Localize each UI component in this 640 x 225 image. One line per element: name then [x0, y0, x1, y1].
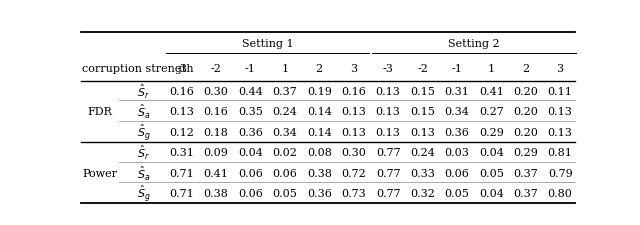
Text: 0.24: 0.24: [410, 148, 435, 158]
Text: 0.38: 0.38: [307, 169, 332, 179]
Text: 0.13: 0.13: [376, 87, 401, 97]
Text: 0.09: 0.09: [204, 148, 228, 158]
Text: 0.41: 0.41: [479, 87, 504, 97]
Text: 0.13: 0.13: [548, 128, 573, 138]
Text: 0.80: 0.80: [548, 189, 573, 199]
Text: 0.04: 0.04: [479, 148, 504, 158]
Text: Setting 1: Setting 1: [242, 39, 293, 49]
Text: $\hat{S}_r$: $\hat{S}_r$: [138, 83, 150, 101]
Text: 0.44: 0.44: [238, 87, 263, 97]
Text: 0.36: 0.36: [307, 189, 332, 199]
Text: 0.38: 0.38: [204, 189, 228, 199]
Text: 0.15: 0.15: [410, 107, 435, 117]
Text: 0.30: 0.30: [341, 148, 366, 158]
Text: 0.81: 0.81: [548, 148, 573, 158]
Text: 0.16: 0.16: [341, 87, 366, 97]
Text: Setting 2: Setting 2: [448, 39, 500, 49]
Text: 0.20: 0.20: [513, 128, 538, 138]
Text: $\hat{S}_a$: $\hat{S}_a$: [137, 103, 150, 121]
Text: 0.34: 0.34: [273, 128, 297, 138]
Text: 0.32: 0.32: [410, 189, 435, 199]
Text: 0.12: 0.12: [169, 128, 194, 138]
Text: 0.35: 0.35: [238, 107, 263, 117]
Text: -2: -2: [211, 64, 221, 74]
Text: -1: -1: [451, 64, 462, 74]
Text: 0.13: 0.13: [341, 128, 366, 138]
Text: -3: -3: [176, 64, 187, 74]
Text: 0.13: 0.13: [548, 107, 573, 117]
Text: 0.06: 0.06: [238, 189, 263, 199]
Text: 1: 1: [281, 64, 289, 74]
Text: 0.20: 0.20: [513, 87, 538, 97]
Text: 0.13: 0.13: [376, 128, 401, 138]
Text: 0.06: 0.06: [238, 169, 263, 179]
Text: 0.14: 0.14: [307, 107, 332, 117]
Text: $\hat{S}_g$: $\hat{S}_g$: [137, 122, 150, 143]
Text: 0.13: 0.13: [341, 107, 366, 117]
Text: 2: 2: [522, 64, 529, 74]
Text: 0.77: 0.77: [376, 169, 401, 179]
Text: -3: -3: [383, 64, 394, 74]
Text: 0.31: 0.31: [444, 87, 469, 97]
Text: $\hat{S}_g$: $\hat{S}_g$: [137, 184, 150, 204]
Text: 0.24: 0.24: [273, 107, 297, 117]
Text: 0.71: 0.71: [169, 189, 194, 199]
Text: Power: Power: [83, 169, 118, 179]
Text: 1: 1: [488, 64, 495, 74]
Text: 0.06: 0.06: [444, 169, 469, 179]
Text: 0.14: 0.14: [307, 128, 332, 138]
Text: 0.08: 0.08: [307, 148, 332, 158]
Text: 3: 3: [350, 64, 357, 74]
Text: 0.05: 0.05: [273, 189, 297, 199]
Text: 0.06: 0.06: [273, 169, 297, 179]
Text: 0.71: 0.71: [169, 169, 194, 179]
Text: 0.27: 0.27: [479, 107, 504, 117]
Text: 0.05: 0.05: [444, 189, 469, 199]
Text: 0.72: 0.72: [341, 169, 366, 179]
Text: 0.77: 0.77: [376, 189, 401, 199]
Text: -1: -1: [245, 64, 256, 74]
Text: 0.19: 0.19: [307, 87, 332, 97]
Text: 2: 2: [316, 64, 323, 74]
Text: -2: -2: [417, 64, 428, 74]
Text: 0.29: 0.29: [513, 148, 538, 158]
Text: 0.16: 0.16: [169, 87, 194, 97]
Text: 0.37: 0.37: [513, 169, 538, 179]
Text: 0.33: 0.33: [410, 169, 435, 179]
Text: 0.13: 0.13: [410, 128, 435, 138]
Text: 0.04: 0.04: [479, 189, 504, 199]
Text: 0.79: 0.79: [548, 169, 573, 179]
Text: 0.20: 0.20: [513, 107, 538, 117]
Text: 0.15: 0.15: [410, 87, 435, 97]
Text: 0.34: 0.34: [444, 107, 469, 117]
Text: 0.05: 0.05: [479, 169, 504, 179]
Text: 0.29: 0.29: [479, 128, 504, 138]
Text: 0.41: 0.41: [204, 169, 228, 179]
Text: 0.03: 0.03: [444, 148, 469, 158]
Text: 0.77: 0.77: [376, 148, 401, 158]
Text: 0.13: 0.13: [169, 107, 194, 117]
Text: 0.36: 0.36: [444, 128, 469, 138]
Text: 0.11: 0.11: [548, 87, 573, 97]
Text: 0.31: 0.31: [169, 148, 194, 158]
Text: corruption strength: corruption strength: [82, 64, 194, 74]
Text: 3: 3: [557, 64, 564, 74]
Text: 0.16: 0.16: [204, 107, 228, 117]
Text: $\hat{S}_a$: $\hat{S}_a$: [137, 164, 150, 183]
Text: 0.18: 0.18: [204, 128, 228, 138]
Text: 0.36: 0.36: [238, 128, 263, 138]
Text: $\hat{S}_r$: $\hat{S}_r$: [138, 144, 150, 162]
Text: FDR: FDR: [88, 107, 113, 117]
Text: 0.73: 0.73: [341, 189, 366, 199]
Text: 0.02: 0.02: [273, 148, 297, 158]
Text: 0.37: 0.37: [273, 87, 297, 97]
Text: 0.13: 0.13: [376, 107, 401, 117]
Text: 0.04: 0.04: [238, 148, 263, 158]
Text: 0.30: 0.30: [204, 87, 228, 97]
Text: 0.37: 0.37: [513, 189, 538, 199]
